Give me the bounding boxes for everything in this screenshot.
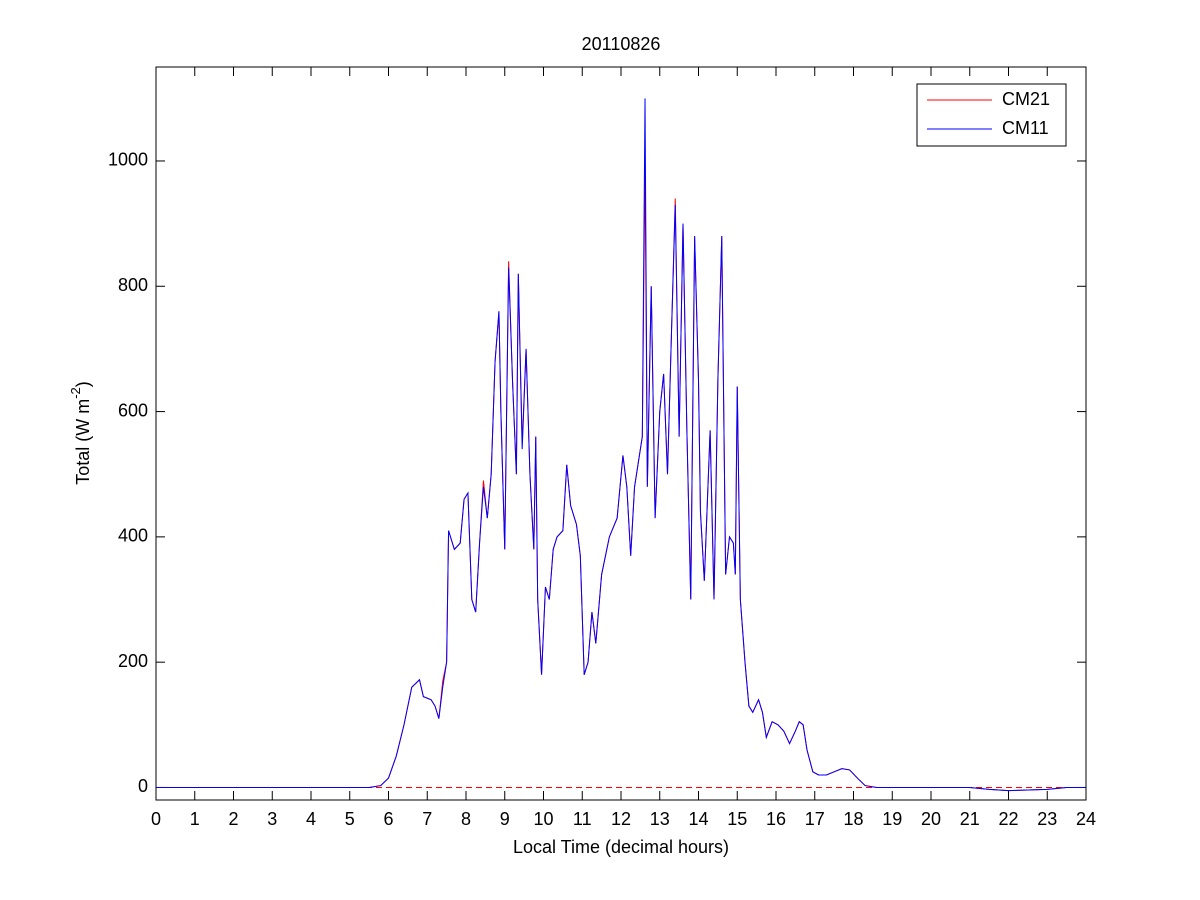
plot-area: [156, 67, 1086, 800]
x-tick-label: 9: [500, 809, 510, 829]
x-tick-label: 6: [383, 809, 393, 829]
x-tick-label: 23: [1037, 809, 1057, 829]
y-tick-label: 1000: [108, 150, 148, 170]
x-tick-label: 1: [190, 809, 200, 829]
x-tick-label: 19: [882, 809, 902, 829]
x-tick-label: 14: [688, 809, 708, 829]
x-tick-label: 21: [960, 809, 980, 829]
y-axis-label-base: Total (W m: [73, 399, 93, 485]
x-tick-label: 4: [306, 809, 316, 829]
legend-label: CM21: [1002, 89, 1050, 109]
y-axis-label-close: ): [73, 381, 93, 387]
x-tick-label: 24: [1076, 809, 1096, 829]
x-tick-label: 11: [573, 809, 592, 829]
chart-title: 20110826: [582, 34, 661, 54]
series-line: [156, 98, 1086, 792]
x-tick-label: 16: [766, 809, 786, 829]
y-tick-label: 600: [118, 400, 148, 420]
y-tick-label: 400: [118, 526, 148, 546]
x-tick-label: 8: [461, 809, 471, 829]
x-axis-label: Local Time (decimal hours): [513, 837, 729, 857]
y-axis-label: Total (W m-2): [68, 381, 92, 485]
x-tick-label: 12: [611, 809, 631, 829]
x-tick-label: 0: [151, 809, 161, 829]
y-axis-label-superscript: -2: [68, 387, 83, 399]
x-tick-label: 10: [533, 809, 553, 829]
x-tick-label: 7: [422, 809, 432, 829]
legend-label: CM11: [1002, 118, 1049, 138]
plot-frame: [155, 66, 1087, 801]
x-tick-label: 3: [267, 809, 277, 829]
x-tick-label: 18: [843, 809, 863, 829]
x-tick-label: 17: [805, 809, 825, 829]
x-tick-label: 15: [727, 809, 747, 829]
x-tick-label: 2: [228, 809, 238, 829]
y-tick-label: 200: [118, 651, 148, 671]
x-tick-label: 20: [921, 809, 941, 829]
x-tick-label: 22: [998, 809, 1018, 829]
legend-box: [916, 83, 1067, 147]
y-tick-label: 0: [138, 776, 148, 796]
x-tick-label: 5: [345, 809, 355, 829]
x-tick-label: 13: [650, 809, 670, 829]
y-tick-label: 800: [118, 275, 148, 295]
